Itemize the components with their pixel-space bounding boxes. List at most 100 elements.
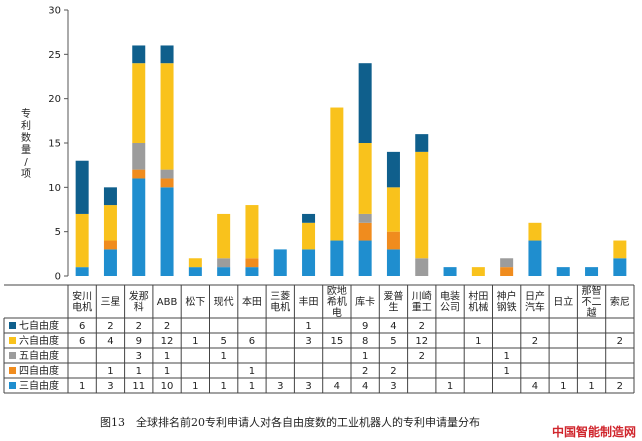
- table-cell-value: 2: [617, 336, 623, 347]
- table-cell-value: 1: [560, 381, 566, 392]
- bar-segment: [386, 187, 400, 232]
- bar-segment: [245, 205, 259, 259]
- table-cell-value: 1: [220, 351, 226, 362]
- bar-segment: [160, 45, 174, 64]
- category-label: 现代: [214, 296, 234, 308]
- table-cell-value: 3: [277, 381, 283, 392]
- table-cell-value: 2: [617, 381, 623, 392]
- table-cell-value: 1: [136, 366, 142, 377]
- y-tick-label: 20: [48, 94, 61, 105]
- bar-segment: [386, 249, 400, 276]
- category-label: 日立: [553, 295, 573, 308]
- table-cell-value: 3: [305, 336, 311, 347]
- y-tick-label: 5: [55, 227, 61, 238]
- table-cell-value: 1: [220, 381, 226, 392]
- y-tick-label: 30: [48, 6, 61, 17]
- y-tick-label: 15: [48, 139, 61, 150]
- table-cell-value: 1: [588, 381, 594, 392]
- table-cell-value: 1: [305, 321, 311, 332]
- legend-label: 六自由度: [19, 334, 59, 347]
- table-cell-value: 1: [475, 336, 481, 347]
- bar-segment: [415, 258, 429, 276]
- bar-segment: [132, 63, 146, 144]
- category-label: 安川电机: [72, 290, 92, 314]
- table-cell-value: 1: [107, 366, 113, 377]
- legend-swatch: [9, 382, 16, 389]
- bar-segment: [160, 187, 174, 276]
- bar-segment: [415, 151, 429, 259]
- category-label: 神户钢铁: [497, 290, 517, 314]
- bar-segment: [302, 249, 316, 276]
- legend-swatch: [9, 337, 16, 344]
- category-label: 本田: [242, 295, 262, 308]
- bar-segment: [75, 160, 89, 214]
- table-cell-value: 11: [132, 381, 145, 392]
- table-cell-value: 3: [107, 381, 113, 392]
- bar-segment: [103, 240, 117, 250]
- figure-caption: 图13 全球排名前20专利申请人对各自由度数的工业机器人的专利申请量分布: [100, 415, 480, 429]
- table-cell-value: 5: [390, 336, 396, 347]
- bar-segment: [330, 107, 344, 241]
- bar-segment: [556, 267, 570, 276]
- category-label: 村田机械: [468, 290, 488, 314]
- category-label: 川崎重工: [412, 290, 432, 314]
- table-cell-value: 1: [249, 381, 255, 392]
- bar-segment: [245, 258, 259, 268]
- bar-segment: [358, 222, 372, 241]
- table-cell-value: 15: [330, 336, 343, 347]
- bar-segment: [103, 249, 117, 276]
- table-cell-value: 2: [532, 336, 538, 347]
- legend-label: 三自由度: [19, 379, 59, 392]
- y-axis-title: 专利数量/项: [21, 107, 31, 180]
- bar-segment: [500, 258, 514, 268]
- bar-segment: [103, 187, 117, 206]
- category-label: 库卡: [355, 295, 375, 308]
- category-label: 发那科: [129, 290, 149, 314]
- bar-segment: [528, 240, 542, 276]
- table-cell-value: 12: [161, 336, 174, 347]
- table-cell-value: 9: [136, 336, 142, 347]
- table-cell-value: 1: [164, 366, 170, 377]
- table-cell-value: 2: [419, 321, 425, 332]
- category-label: 三菱电机: [270, 291, 290, 314]
- table-cell-value: 1: [192, 336, 198, 347]
- bar-segment: [415, 134, 429, 152]
- bar-segment: [245, 267, 259, 276]
- bar-segment: [585, 267, 599, 276]
- bar-segment: [528, 222, 542, 241]
- table-cell-value: 5: [220, 336, 226, 347]
- table-cell-value: 4: [362, 381, 368, 392]
- bar-segment: [217, 213, 231, 259]
- table-cell-value: 2: [164, 321, 170, 332]
- bar-segment: [188, 258, 202, 268]
- table-cell-value: 2: [390, 366, 396, 377]
- table-cell-value: 1: [79, 381, 85, 392]
- bar-segment: [160, 63, 174, 170]
- category-label: 电装公司: [440, 290, 460, 314]
- category-label: 欧地希机电: [327, 284, 347, 319]
- y-tick-label: 0: [55, 272, 61, 283]
- table-cell-value: 2: [362, 366, 368, 377]
- bar-segment: [217, 258, 231, 268]
- bar-segment: [75, 267, 89, 276]
- bar-segment: [443, 267, 457, 276]
- table-cell-value: 9: [362, 321, 368, 332]
- bar-segment: [160, 178, 174, 188]
- bar-segment: [160, 169, 174, 179]
- category-label: 索尼: [610, 295, 630, 308]
- legend-label: 七自由度: [19, 319, 59, 332]
- table-cell-value: 2: [419, 351, 425, 362]
- legend-label: 四自由度: [19, 364, 59, 377]
- bar-segment: [471, 267, 485, 276]
- bar-segment: [273, 249, 287, 276]
- table-cell-value: 2: [136, 321, 142, 332]
- table-cell-value: 3: [390, 381, 396, 392]
- table-cell-value: 10: [161, 381, 174, 392]
- table-cell-value: 4: [334, 381, 340, 392]
- table-cell-value: 8: [362, 336, 368, 347]
- category-label: ABB: [157, 297, 178, 308]
- table-cell-value: 4: [532, 381, 538, 392]
- bar-segment: [500, 267, 514, 276]
